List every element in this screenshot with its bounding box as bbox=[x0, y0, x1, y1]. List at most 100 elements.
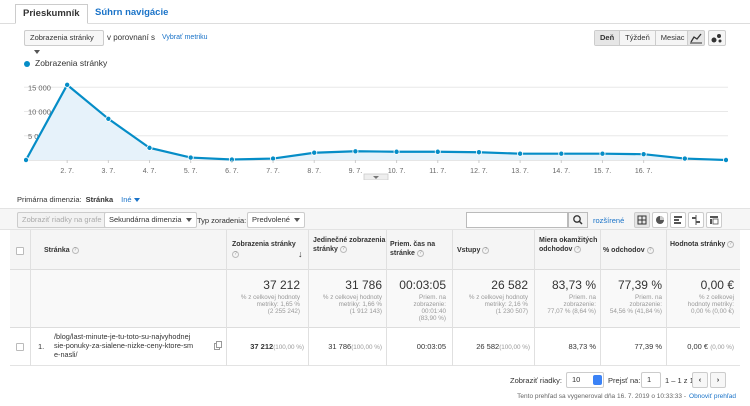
chevron-down-icon bbox=[185, 218, 192, 223]
x-tick-label: 8. 7. bbox=[307, 168, 321, 175]
total-pageviews: 37 212 bbox=[263, 278, 300, 292]
header-entrances[interactable]: Vstupy ? bbox=[457, 246, 490, 255]
secondary-dimension-select[interactable]: Sekundárna dimenzia bbox=[104, 212, 197, 228]
x-tick-label: 10. 7. bbox=[388, 168, 406, 175]
chevron-down-icon bbox=[293, 218, 300, 223]
tab-explorer[interactable]: Prieskumník bbox=[15, 4, 88, 24]
table-header: Stránka ? Zobrazenia stránky ? ↓ Jedineč… bbox=[10, 230, 740, 270]
x-tick-label: 16. 7. bbox=[635, 168, 653, 175]
column-divider bbox=[386, 230, 387, 366]
total-unique-note: % z celkovej hodnoty metriky: 1,66 % (1 91… bbox=[322, 294, 382, 315]
metric-select[interactable]: Zobrazenia stránky bbox=[24, 30, 104, 55]
period-month-button[interactable]: Mesiac bbox=[654, 31, 690, 45]
help-icon: ? bbox=[339, 245, 347, 253]
pie-view-button[interactable] bbox=[652, 212, 668, 228]
header-bounce-label: Miera okamžitých odchodov bbox=[539, 237, 598, 253]
data-point bbox=[723, 157, 728, 163]
refresh-report-link[interactable]: Obnoviť prehľad bbox=[689, 393, 736, 400]
pivot-icon bbox=[710, 216, 719, 225]
data-point bbox=[24, 157, 29, 163]
header-unique-label: Jedinečné zobrazenia stránky bbox=[313, 237, 386, 253]
legend-series-name: Zobrazenia stránky bbox=[35, 58, 108, 68]
column-divider bbox=[452, 230, 453, 366]
header-avg-time[interactable]: Priem. čas na stránke ? bbox=[390, 240, 450, 258]
advanced-filter-link[interactable]: rozšírené bbox=[593, 216, 625, 225]
total-pageviews-note: % z celkovej hodnoty metriky: 1,65 % (2 25… bbox=[240, 294, 300, 315]
select-metric-link[interactable]: Vybrať metriku bbox=[162, 34, 208, 41]
x-tick-label: 14. 7. bbox=[553, 168, 571, 175]
chevron-right-icon: › bbox=[716, 375, 720, 384]
secondary-dimension-label: Sekundárna dimenzia bbox=[109, 215, 182, 224]
other-dimension-link[interactable]: Iné bbox=[121, 195, 132, 204]
header-pageviews[interactable]: Zobrazenia stránky bbox=[232, 240, 307, 249]
x-tick-label: 11. 7. bbox=[429, 168, 446, 175]
primary-dimension-value[interactable]: Stránka bbox=[85, 195, 114, 204]
motion-chart-view-button[interactable] bbox=[708, 30, 726, 46]
data-point bbox=[393, 148, 400, 155]
total-unique-pageviews: 31 786 bbox=[345, 278, 382, 292]
rows-per-page-select[interactable]: 10 bbox=[566, 372, 604, 388]
row-pageviews: 37 212(100,00 %) bbox=[250, 342, 304, 351]
copy-icon[interactable] bbox=[214, 341, 222, 352]
tab-navigation-summary[interactable]: Súhrn navigácie bbox=[95, 7, 169, 18]
table-row: 1. /blog/last-minute-je-tu-toto-su-najvy… bbox=[10, 328, 740, 366]
pivot-view-button[interactable] bbox=[706, 212, 722, 228]
x-tick-label: 2. 7. bbox=[60, 168, 74, 175]
line-chart-icon bbox=[690, 33, 702, 44]
data-point bbox=[187, 154, 194, 161]
header-exit-label: % odchodov bbox=[603, 247, 645, 254]
sort-type-label: Typ zoradenia: bbox=[197, 216, 247, 225]
row-checkbox[interactable] bbox=[16, 343, 24, 351]
column-divider bbox=[534, 230, 535, 366]
performance-view-button[interactable] bbox=[670, 212, 686, 228]
help-icon: ? bbox=[416, 249, 424, 257]
table-search-input[interactable] bbox=[466, 212, 568, 228]
y-tick-label: 10 000 bbox=[28, 108, 51, 117]
line-chart-view-button[interactable] bbox=[687, 30, 705, 46]
chart-legend: Zobrazenia stránky bbox=[24, 58, 107, 68]
data-point bbox=[640, 151, 647, 158]
data-point bbox=[517, 150, 524, 157]
total-page-value: 0,00 € bbox=[700, 278, 734, 292]
report-tabs: Prieskumník Súhrn navigácie bbox=[0, 0, 750, 24]
pie-chart-icon bbox=[656, 216, 664, 224]
column-divider bbox=[666, 230, 667, 366]
header-page[interactable]: Stránka ? bbox=[44, 246, 79, 255]
header-exit-pct[interactable]: % odchodov ? bbox=[603, 246, 654, 255]
page-range: 1 – 1 z 1 bbox=[665, 376, 694, 385]
table-view-button[interactable] bbox=[634, 212, 650, 228]
next-page-button[interactable]: › bbox=[710, 372, 726, 388]
x-tick-label: 6. 7. bbox=[225, 168, 239, 175]
header-unique-pageviews[interactable]: Jedinečné zobrazenia stránky ? bbox=[313, 236, 391, 254]
select-all-checkbox[interactable] bbox=[16, 247, 24, 255]
x-tick-label: 12. 7. bbox=[470, 168, 488, 175]
data-point bbox=[352, 148, 359, 155]
period-week-button[interactable]: Týždeň bbox=[619, 31, 655, 45]
data-point bbox=[558, 150, 565, 157]
table-search-button[interactable] bbox=[568, 212, 588, 228]
y-tick-label: 15 000 bbox=[28, 83, 51, 92]
row-unique-pageviews: 31 786(100,00 %) bbox=[328, 342, 382, 351]
sort-type-select[interactable]: Predvolené bbox=[247, 212, 305, 228]
series-area bbox=[26, 84, 726, 160]
column-divider bbox=[600, 230, 601, 366]
table-toolbar: Zobraziť riadky na grafe Sekundárna dime… bbox=[0, 208, 750, 230]
header-page-value[interactable]: Hodnota stránky ? bbox=[670, 240, 736, 249]
goto-page-input[interactable]: 1 bbox=[641, 372, 661, 388]
bubble-chart-icon bbox=[711, 34, 722, 43]
primary-dimension-bar: Primárna dimenzia: Stránka Iné bbox=[17, 195, 140, 204]
sort-desc-icon[interactable]: ↓ bbox=[298, 249, 303, 259]
help-icon: ? bbox=[574, 245, 582, 253]
total-entrances: 26 582 bbox=[491, 278, 528, 292]
totals-row: 37 212 % z celkovej hodnoty metriky: 1,65… bbox=[10, 270, 740, 328]
sort-type-value: Predvolené bbox=[252, 215, 290, 224]
data-point bbox=[311, 149, 318, 156]
comparison-view-button[interactable] bbox=[688, 212, 704, 228]
row-index: 1. bbox=[38, 342, 45, 351]
period-day-button[interactable]: Deň bbox=[595, 31, 620, 45]
prev-page-button[interactable]: ‹ bbox=[692, 372, 708, 388]
plot-rows-button[interactable]: Zobraziť riadky na grafe bbox=[17, 212, 107, 228]
row-page-link[interactable]: /blog/last-minute-je-tu-toto-su-najvyhod… bbox=[54, 332, 194, 359]
chevron-down-icon bbox=[34, 50, 40, 55]
header-bounce-rate[interactable]: Miera okamžitých odchodov ? bbox=[539, 236, 599, 254]
